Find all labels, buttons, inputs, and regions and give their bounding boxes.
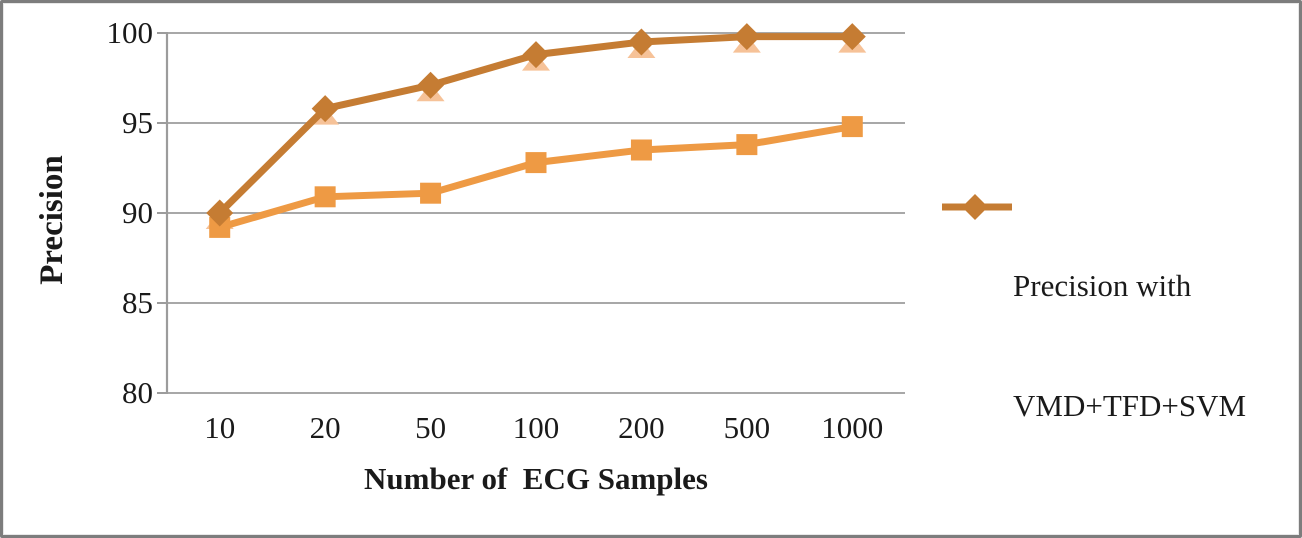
y-tick-label: 95: [122, 105, 153, 140]
x-tick-label: 20: [309, 410, 341, 445]
legend: Precision with VMD+TFD+SVM Precision wit…: [941, 186, 1291, 538]
y-tick-label: 100: [106, 15, 154, 50]
legend-entry-vmd-svm: Precision with VMD+SVM: [941, 524, 1291, 538]
x-tick-label: 10: [204, 410, 236, 445]
x-axis-title: Number of ECG Samples: [364, 461, 708, 496]
x-tick-label: 1000: [821, 410, 884, 445]
legend-entry-label: Precision with VMD+SVM: [1013, 524, 1191, 538]
x-tick-label: 500: [723, 410, 771, 445]
y-tick-label: 80: [122, 375, 153, 410]
x-tick-label: 50: [415, 410, 447, 445]
x-tick-label: 100: [512, 410, 560, 445]
x-tick-label: 200: [618, 410, 665, 445]
legend-label-line2: VMD+TFD+SVM: [1013, 388, 1247, 423]
legend-label-line1: Precision with: [1013, 268, 1192, 303]
legend-square-line-icon: [964, 534, 986, 538]
y-tick-label: 85: [122, 285, 153, 320]
legend-entry-label: Precision with VMD+TFD+SVM: [1013, 186, 1246, 506]
legend-entry-vmd-tfd-svm: Precision with VMD+TFD+SVM: [941, 186, 1291, 506]
legend-diamond-line-icon: [942, 194, 1012, 220]
y-tick-label: 90: [122, 195, 153, 230]
